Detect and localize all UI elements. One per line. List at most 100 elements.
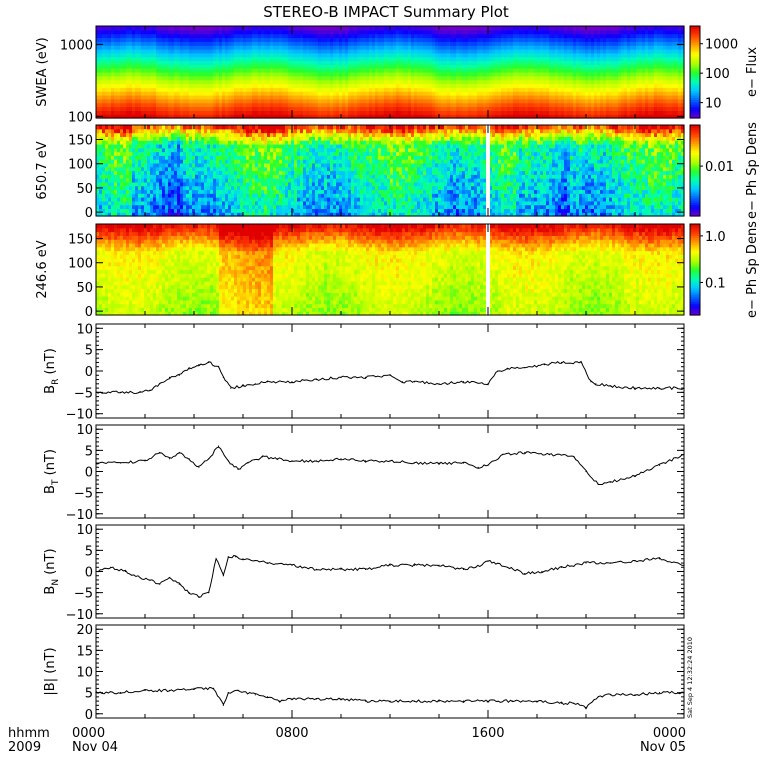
y-tick-label: −5 bbox=[74, 386, 93, 401]
panel-4: BR (nT) −10 −5 0 5 10 bbox=[43, 322, 685, 423]
data-point bbox=[208, 592, 210, 594]
data-point bbox=[364, 700, 367, 702]
data-point bbox=[124, 570, 126, 573]
data-point bbox=[524, 367, 526, 369]
data-point bbox=[462, 700, 465, 702]
y-tick-label: 0 bbox=[85, 305, 93, 320]
data-point bbox=[401, 381, 403, 383]
data-point bbox=[597, 483, 599, 485]
data-point bbox=[585, 706, 587, 709]
y-tick-label: 0 bbox=[85, 566, 93, 581]
data-point bbox=[573, 702, 575, 704]
data-point bbox=[340, 458, 342, 460]
y-axis-label: BN (nT) bbox=[43, 548, 61, 594]
series-line bbox=[95, 554, 685, 598]
data-point bbox=[541, 570, 543, 573]
y-tick-label: −5 bbox=[74, 487, 93, 502]
data-point bbox=[585, 562, 587, 564]
y-tick-label: 10 bbox=[76, 523, 93, 538]
data-point bbox=[235, 556, 237, 558]
data-point bbox=[139, 577, 141, 579]
data-point bbox=[217, 445, 220, 447]
data-point bbox=[168, 458, 171, 460]
data-point bbox=[487, 464, 489, 466]
y-tick-label: 1000 bbox=[60, 38, 93, 53]
y-axis-label: SWEA (eV) bbox=[35, 37, 50, 106]
y-tick-label: 50 bbox=[76, 182, 93, 197]
data-point bbox=[634, 387, 636, 389]
data-point bbox=[168, 689, 171, 692]
data-point bbox=[560, 361, 563, 364]
colorbar-label: e− Ph Sp Dens bbox=[745, 221, 760, 318]
y-tick-label: 100 bbox=[68, 158, 93, 173]
data-point bbox=[149, 389, 151, 391]
data-point bbox=[573, 456, 575, 458]
data-point bbox=[462, 381, 465, 383]
data-point bbox=[159, 583, 161, 585]
data-point bbox=[475, 566, 477, 568]
data-point bbox=[266, 562, 269, 564]
data-point bbox=[658, 692, 661, 694]
data-point bbox=[159, 451, 161, 454]
data-point bbox=[110, 566, 112, 568]
data-point bbox=[291, 460, 293, 462]
data-point bbox=[502, 454, 504, 456]
data-point bbox=[364, 376, 367, 378]
data-point bbox=[438, 564, 440, 566]
data-point bbox=[242, 385, 244, 387]
data-gap bbox=[486, 224, 490, 315]
y-tick-label: 15 bbox=[76, 644, 93, 659]
colorbar-tick-label: 0.1 bbox=[705, 276, 726, 291]
data-point bbox=[548, 454, 550, 456]
y-tick-label: 50 bbox=[76, 281, 93, 296]
y-axis-label: |B| (nT) bbox=[43, 647, 58, 695]
data-point bbox=[438, 462, 440, 464]
y-tick-label: 0 bbox=[85, 365, 93, 380]
data-point bbox=[193, 687, 195, 690]
data-point bbox=[149, 579, 151, 581]
data-point bbox=[536, 700, 538, 702]
y-tick-label: 0 bbox=[85, 708, 93, 723]
colorbar-tick-label: 1.0 bbox=[705, 230, 726, 245]
data-point bbox=[438, 383, 440, 385]
y-tick-label: 5 bbox=[85, 544, 93, 559]
data-point bbox=[609, 481, 612, 483]
colorbar-tick-label: 1000 bbox=[705, 38, 738, 53]
heatmap-cells bbox=[96, 224, 685, 316]
data-point bbox=[364, 568, 367, 571]
data-point bbox=[658, 558, 661, 560]
data-point bbox=[590, 381, 592, 383]
data-point bbox=[487, 560, 489, 562]
panel-7: |B| (nT) 0 5 10 15 20 bbox=[43, 623, 685, 723]
colorbar: 0.01 e− Ph Sp Dens bbox=[689, 122, 760, 219]
data-point bbox=[609, 385, 612, 387]
data-point bbox=[215, 558, 217, 560]
data-point bbox=[144, 689, 146, 692]
data-point bbox=[262, 456, 264, 458]
data-point bbox=[658, 464, 661, 466]
data-point bbox=[462, 462, 465, 464]
data-point bbox=[168, 376, 171, 378]
data-point bbox=[413, 564, 416, 566]
y-tick-label: 100 bbox=[68, 110, 93, 125]
y-axis-label: 246.6 eV bbox=[35, 240, 50, 298]
plot-title: STEREO-B IMPACT Summary Plot bbox=[263, 3, 509, 21]
data-point bbox=[217, 366, 220, 368]
heatmap-cells bbox=[96, 26, 685, 119]
panel-6: BN (nT) −10 −5 0 5 10 bbox=[43, 523, 685, 623]
data-point bbox=[227, 556, 229, 558]
panel-2: 0.01 e− Ph Sp Dens 650.7 eV 0 50 100 150 bbox=[35, 122, 760, 221]
data-point bbox=[524, 573, 526, 575]
data-point bbox=[497, 370, 499, 372]
y-tick-label: 10 bbox=[76, 322, 93, 337]
data-point bbox=[222, 376, 224, 378]
data-point bbox=[213, 687, 215, 690]
data-point bbox=[524, 451, 526, 454]
y-tick-label: −10 bbox=[66, 608, 93, 623]
y-tick-label: −5 bbox=[74, 587, 93, 602]
series-line bbox=[96, 446, 685, 485]
data-point bbox=[227, 692, 229, 694]
y-tick-label: 0 bbox=[85, 206, 93, 221]
